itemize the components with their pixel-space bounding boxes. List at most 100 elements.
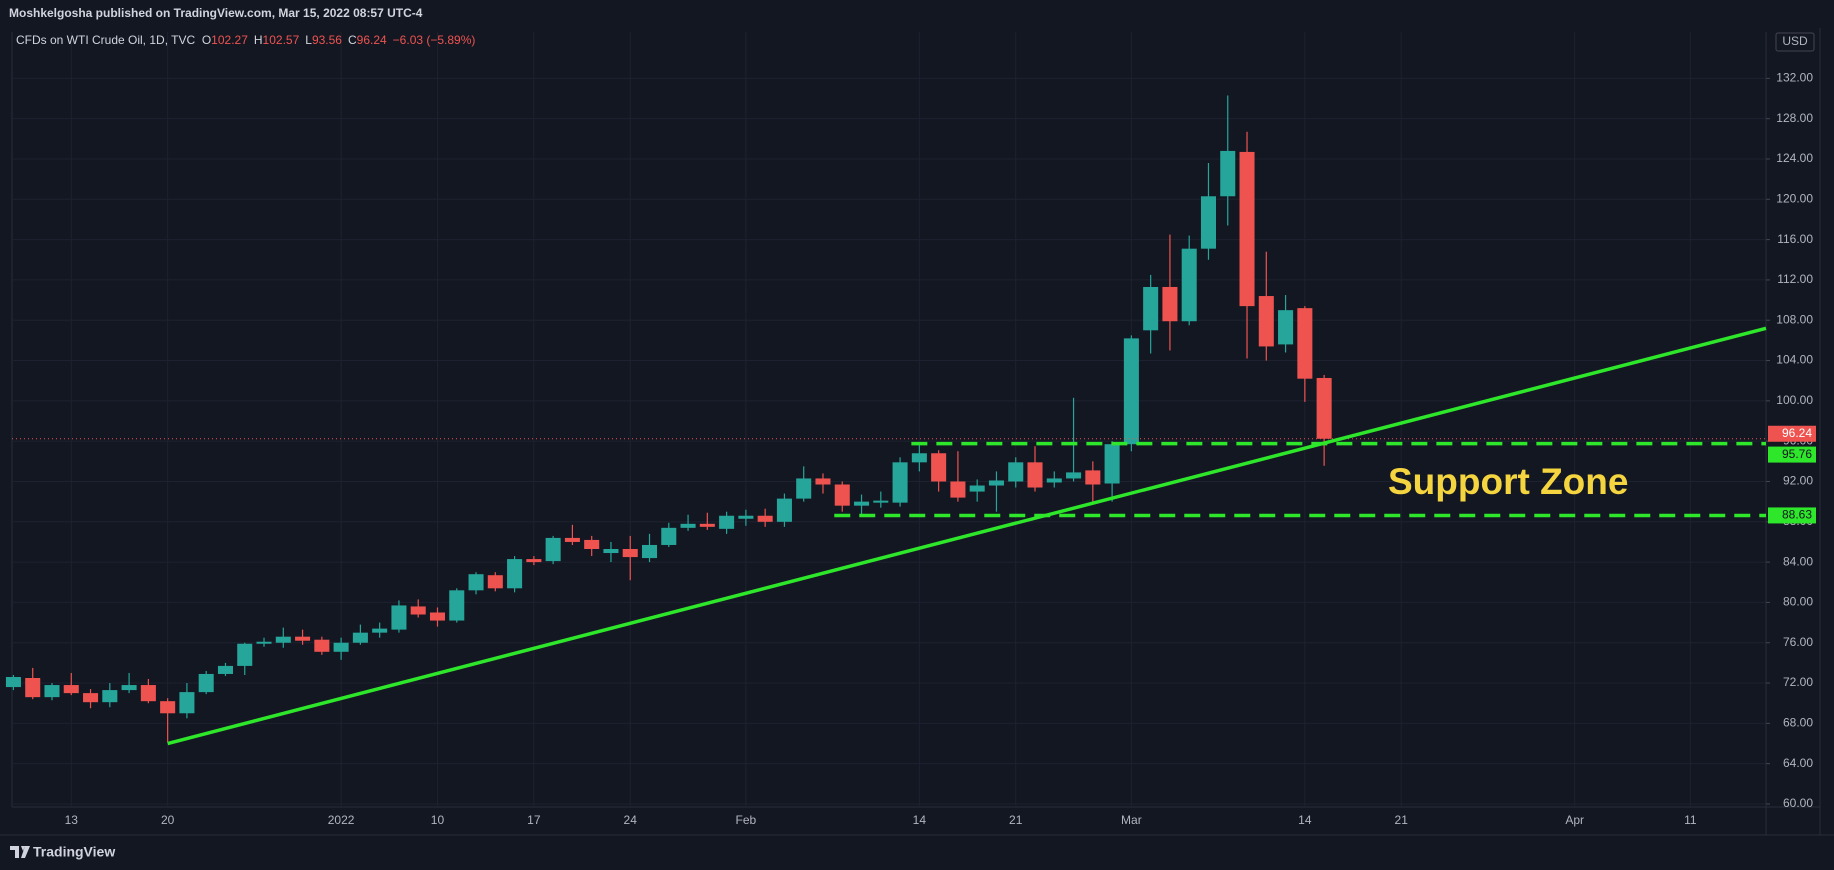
annotation: Support Zone xyxy=(1388,461,1628,502)
x-tick-label: 17 xyxy=(527,813,541,827)
candle-body xyxy=(333,642,349,652)
y-tick-label: 72.00 xyxy=(1783,675,1813,689)
candle-body xyxy=(507,559,523,589)
candle-body xyxy=(873,500,889,503)
candle-body xyxy=(391,605,407,630)
legend-key: O xyxy=(201,33,212,47)
currency: USD xyxy=(1782,34,1808,48)
candle-body xyxy=(1278,310,1294,345)
legend-key: H xyxy=(253,33,263,47)
candle-body xyxy=(988,480,1004,486)
candle-body xyxy=(931,453,947,482)
price-label: 96.24 xyxy=(1782,426,1812,440)
candle-body xyxy=(796,478,812,499)
price-label-box xyxy=(1768,507,1816,524)
x-tick-label: 21 xyxy=(1395,813,1409,827)
candle-body xyxy=(969,485,985,492)
candle-body xyxy=(1085,470,1101,485)
candle-body xyxy=(1066,472,1082,479)
y-tick-label: 116.00 xyxy=(1777,232,1813,246)
x-tick-label: 24 xyxy=(624,813,638,827)
candle-body xyxy=(237,643,253,666)
candle-body xyxy=(584,539,600,550)
legend-value: 96.24 xyxy=(356,33,387,47)
candle-body xyxy=(275,636,291,643)
x-tick-label: Mar xyxy=(1121,813,1142,827)
x-tick-label: 13 xyxy=(65,813,79,827)
candle-body xyxy=(1297,308,1313,379)
x-tick-label: 20 xyxy=(161,813,175,827)
candle-body xyxy=(1046,478,1062,483)
candle-body xyxy=(1200,196,1216,249)
candle-body xyxy=(622,549,638,558)
candle-body xyxy=(738,515,754,519)
candle-body xyxy=(1258,296,1274,347)
legend-value: 102.27 xyxy=(211,33,248,47)
candle-body xyxy=(102,690,118,703)
candle-body xyxy=(1316,377,1332,439)
candle-body xyxy=(1162,286,1178,322)
candle-body xyxy=(179,692,195,714)
y-tick-label: 124.00 xyxy=(1776,151,1813,165)
currency-box xyxy=(1775,32,1815,52)
price-label-box xyxy=(1768,425,1816,442)
marks: 60.0064.0068.0072.0076.0080.0084.0088.00… xyxy=(5,71,1816,827)
x-tick-label: Apr xyxy=(1565,813,1584,827)
candle-body xyxy=(834,484,850,506)
candle-body xyxy=(950,481,966,498)
candle-body xyxy=(776,498,792,522)
candle-body xyxy=(352,632,368,643)
y-tick-label: 108.00 xyxy=(1776,312,1813,326)
y-tick-label: 68.00 xyxy=(1783,716,1813,730)
candle-body xyxy=(217,665,233,674)
y-tick-label: 64.00 xyxy=(1783,756,1813,770)
y-tick-label: 60.00 xyxy=(1783,796,1813,810)
y-tick-label: 120.00 xyxy=(1776,191,1813,205)
candle-body xyxy=(564,537,580,542)
candle-body xyxy=(314,639,330,652)
grid xyxy=(12,32,1770,807)
candle-body xyxy=(429,612,446,621)
x-tick-label: 21 xyxy=(1009,813,1023,827)
candle-body xyxy=(603,549,619,554)
y-tick-label: 76.00 xyxy=(1783,635,1813,649)
candle-body xyxy=(854,501,870,506)
x-tick-label: 14 xyxy=(1298,813,1312,827)
candle-body xyxy=(44,685,60,698)
symbol-title: CFDs on WTI Crude Oil, 1D, TVC xyxy=(16,33,196,47)
price-label: 95.76 xyxy=(1782,447,1812,461)
legend-key: C xyxy=(347,33,357,47)
candle-body xyxy=(1008,462,1024,482)
candle-body xyxy=(198,673,214,693)
x-tick-label: 10 xyxy=(431,813,445,827)
candle-body xyxy=(526,559,542,563)
legend-value: 93.56 xyxy=(311,33,342,47)
legend-value: 102.57 xyxy=(262,33,300,47)
x-tick-label: 11 xyxy=(1684,813,1697,827)
legend-key: L xyxy=(305,33,312,47)
y-tick-label: 112.00 xyxy=(1777,272,1813,286)
trendline xyxy=(167,326,1767,746)
candle-body xyxy=(449,590,465,621)
header: Moshkelgosha published on TradingView.co… xyxy=(9,6,423,20)
candle-body xyxy=(1143,286,1159,331)
candle-body xyxy=(1123,338,1139,445)
y-tick-label: 100.00 xyxy=(1776,393,1813,407)
candle-body xyxy=(661,527,677,545)
y-tick-label: 104.00 xyxy=(1776,353,1813,367)
x-tick-label: 14 xyxy=(913,813,927,827)
candle-body xyxy=(815,478,831,485)
candle-body xyxy=(140,685,156,702)
y-tick-label: 132.00 xyxy=(1776,71,1813,85)
candle-body xyxy=(410,606,426,615)
logo xyxy=(10,846,30,858)
y-tick-label: 84.00 xyxy=(1783,554,1813,568)
candle-body xyxy=(372,628,388,633)
x-tick-label: Feb xyxy=(736,813,757,827)
x-tick-label: 2022 xyxy=(328,813,355,827)
price-label: 88.63 xyxy=(1782,508,1812,522)
y-tick-label: 128.00 xyxy=(1776,111,1813,125)
candle-body xyxy=(1027,462,1043,488)
